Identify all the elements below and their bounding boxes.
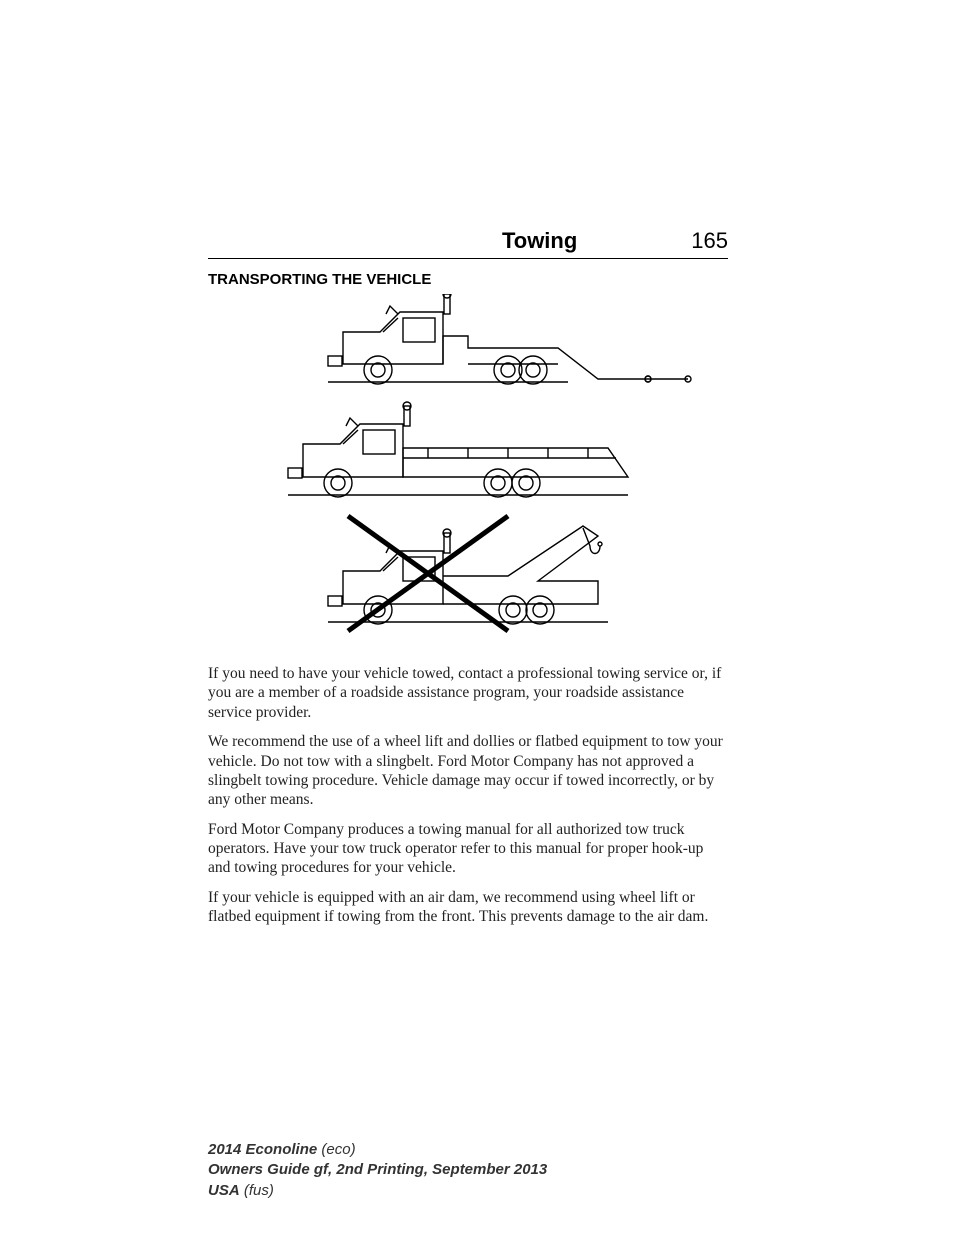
paragraph: If your vehicle is equipped with an air … [208,888,728,927]
footer-model-code: (eco) [317,1141,355,1158]
page-footer: 2014 Econoline (eco) Owners Guide gf, 2n… [208,1140,728,1201]
page-header: Towing 165 [208,228,728,259]
towing-illustration [208,294,728,644]
chapter-title: Towing [208,228,691,254]
footer-model: 2014 Econoline [208,1141,317,1158]
body-text: If you need to have your vehicle towed, … [208,664,728,927]
footer-line-1: 2014 Econoline (eco) [208,1140,728,1160]
footer-guide: Owners Guide gf, 2nd Printing, September… [208,1161,547,1178]
paragraph: If you need to have your vehicle towed, … [208,664,728,722]
page-content: Towing 165 TRANSPORTING THE VEHICLE [208,228,728,937]
page-number: 165 [691,228,728,254]
paragraph: We recommend the use of a wheel lift and… [208,732,728,810]
footer-region-code: (fus) [240,1182,274,1199]
paragraph: Ford Motor Company produces a towing man… [208,820,728,878]
footer-line-3: USA (fus) [208,1181,728,1201]
footer-line-2: Owners Guide gf, 2nd Printing, September… [208,1160,728,1180]
footer-region: USA [208,1182,240,1199]
section-heading: TRANSPORTING THE VEHICLE [208,271,728,288]
